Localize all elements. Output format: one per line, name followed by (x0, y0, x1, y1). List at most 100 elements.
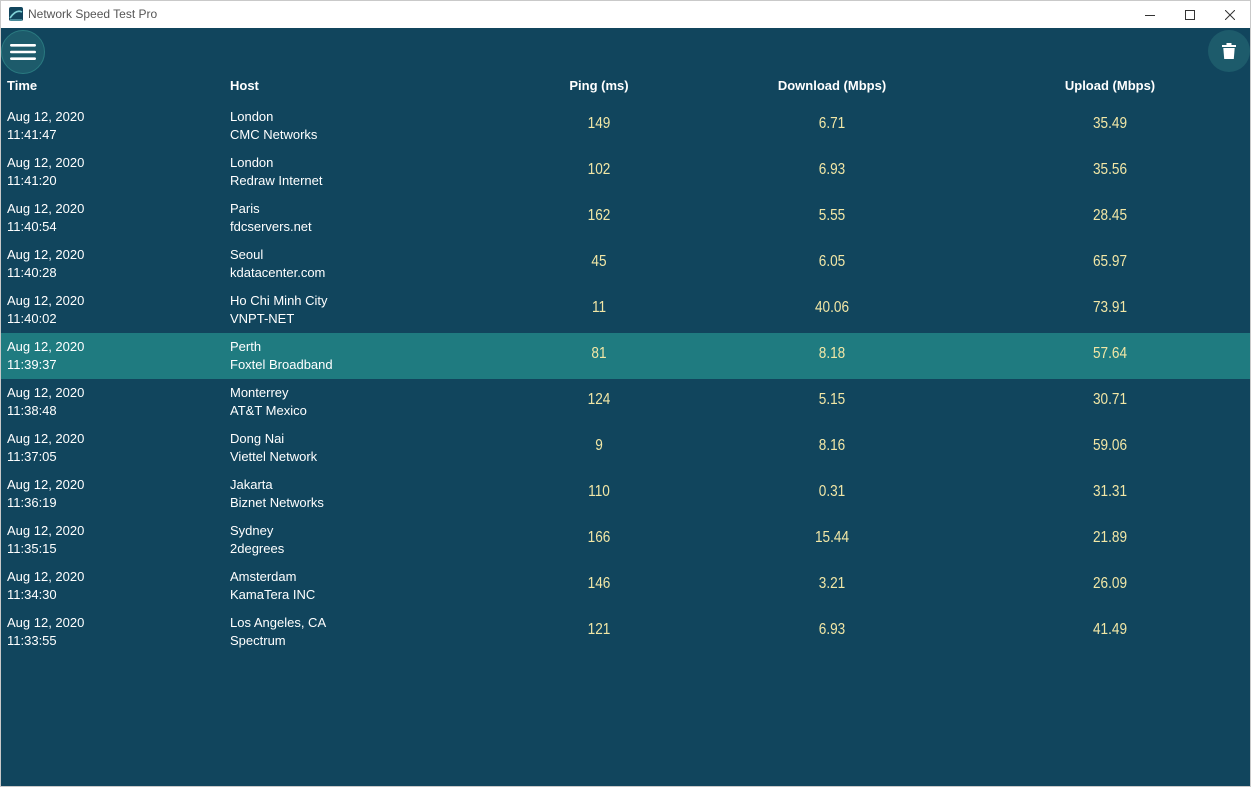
download-value: 8.16 (818, 437, 846, 454)
host-cell: Los Angeles, CA Spectrum (230, 614, 326, 650)
upload-value: 35.56 (1092, 161, 1128, 178)
menu-button[interactable] (1, 30, 45, 74)
time-cell: Aug 12, 2020 11:34:30 (7, 568, 84, 604)
host-cell: Paris fdcservers.net (230, 200, 312, 236)
host-provider: VNPT-NET (230, 311, 295, 326)
time-cell: Aug 12, 2020 11:41:47 (7, 108, 84, 144)
time-cell: Aug 12, 2020 11:35:15 (7, 522, 84, 558)
date-text: Aug 12, 2020 (7, 155, 85, 170)
time-text: 11:37:05 (7, 449, 57, 464)
host-provider: CMC Networks (230, 127, 318, 142)
host-provider: AT&T Mexico (230, 403, 307, 418)
table-row[interactable]: Aug 12, 2020 11:35:15 Sydney 2degrees 166 … (1, 517, 1250, 563)
time-text: 11:41:20 (7, 173, 57, 188)
date-text: Aug 12, 2020 (7, 385, 85, 400)
time-text: 11:39:37 (7, 357, 57, 372)
host-provider: kdatacenter.com (230, 265, 326, 280)
host-city: London (230, 155, 274, 170)
trash-icon (1222, 43, 1236, 59)
time-cell: Aug 12, 2020 11:40:54 (7, 200, 84, 236)
ping-value: 45 (591, 253, 607, 270)
host-cell: London Redraw Internet (230, 154, 323, 190)
upload-value: 41.49 (1092, 621, 1128, 638)
title-bar[interactable]: Network Speed Test Pro (1, 1, 1250, 28)
host-cell: Amsterdam KamaTera INC (230, 568, 315, 604)
time-cell: Aug 12, 2020 11:36:19 (7, 476, 84, 512)
table-row[interactable]: Aug 12, 2020 11:38:48 Monterrey AT&T Mexic… (1, 379, 1250, 425)
main-content: Time Host Ping (ms) Download (Mbps) Uplo… (1, 28, 1250, 786)
upload-value: 35.49 (1092, 115, 1128, 132)
close-icon (1225, 9, 1235, 20)
host-provider: Biznet Networks (230, 495, 324, 510)
time-cell: Aug 12, 2020 11:33:55 (7, 614, 84, 650)
download-value: 40.06 (814, 299, 850, 316)
date-text: Aug 12, 2020 (7, 109, 85, 124)
column-header-ping[interactable]: Ping (ms) (569, 78, 629, 93)
host-provider: Spectrum (230, 633, 286, 648)
column-header-time[interactable]: Time (7, 78, 38, 93)
minimize-button[interactable] (1130, 1, 1170, 28)
column-header-upload[interactable]: Upload (Mbps) (1064, 78, 1156, 93)
time-cell: Aug 12, 2020 11:37:05 (7, 430, 84, 466)
time-text: 11:40:28 (7, 265, 57, 280)
ping-value: 110 (588, 483, 610, 500)
column-header-host[interactable]: Host (230, 78, 259, 93)
host-provider: Foxtel Broadband (230, 357, 333, 372)
table-row-selected[interactable]: Aug 12, 2020 11:39:37 Perth Foxtel Broadba… (1, 333, 1250, 379)
download-value: 15.44 (814, 529, 850, 546)
table-row[interactable]: Aug 12, 2020 11:41:47 London CMC Networks … (1, 103, 1250, 149)
download-value: 6.93 (818, 161, 846, 178)
date-text: Aug 12, 2020 (7, 201, 85, 216)
host-cell: Perth Foxtel Broadband (230, 338, 333, 374)
window-title: Network Speed Test Pro (28, 7, 158, 21)
maximize-button[interactable] (1170, 1, 1210, 28)
time-text: 11:38:48 (7, 403, 57, 418)
time-cell: Aug 12, 2020 11:40:02 (7, 292, 84, 328)
upload-value: 21.89 (1092, 529, 1128, 546)
delete-history-button[interactable] (1208, 30, 1250, 72)
table-row[interactable]: Aug 12, 2020 11:36:19 Jakarta Biznet Netwo… (1, 471, 1250, 517)
ping-value: 11 (591, 299, 607, 316)
download-value: 6.71 (818, 115, 846, 132)
table-row[interactable]: Aug 12, 2020 11:40:02 Ho Chi Minh City VNP… (1, 287, 1250, 333)
upload-value: 65.97 (1092, 253, 1128, 270)
date-text: Aug 12, 2020 (7, 431, 85, 446)
close-button[interactable] (1210, 1, 1250, 28)
host-cell: London CMC Networks (230, 108, 317, 144)
table-row[interactable]: Aug 12, 2020 11:41:20 London Redraw Intern… (1, 149, 1250, 195)
time-cell: Aug 12, 2020 11:41:20 (7, 154, 84, 190)
table-row[interactable]: Aug 12, 2020 11:33:55 Los Angeles, CA Spec… (1, 609, 1250, 655)
time-cell: Aug 12, 2020 11:39:37 (7, 338, 84, 374)
host-city: Sydney (230, 523, 274, 538)
ping-value: 121 (587, 621, 611, 638)
host-provider: fdcservers.net (230, 219, 312, 234)
download-value: 6.93 (818, 621, 846, 638)
download-value: 5.55 (818, 207, 846, 224)
time-text: 11:40:54 (7, 219, 57, 234)
table-row[interactable]: Aug 12, 2020 11:40:28 Seoul kdatacenter.co… (1, 241, 1250, 287)
download-value: 0.31 (818, 483, 846, 500)
download-value: 8.18 (818, 345, 846, 362)
table-row[interactable]: Aug 12, 2020 11:40:54 Paris fdcservers.net… (1, 195, 1250, 241)
table-row[interactable]: Aug 12, 2020 11:34:30 Amsterdam KamaTera I… (1, 563, 1250, 609)
ping-value: 162 (587, 207, 611, 224)
upload-value: 26.09 (1092, 575, 1128, 592)
host-city: London (230, 109, 274, 124)
time-text: 11:40:02 (7, 311, 57, 326)
host-cell: Seoul kdatacenter.com (230, 246, 325, 282)
host-provider: KamaTera INC (230, 587, 316, 602)
table-row[interactable]: Aug 12, 2020 11:37:05 Dong Nai Viettel Net… (1, 425, 1250, 471)
column-header-download[interactable]: Download (Mbps) (777, 78, 887, 93)
host-cell: Sydney 2degrees (230, 522, 284, 558)
ping-value: 149 (587, 115, 611, 132)
host-cell: Jakarta Biznet Networks (230, 476, 324, 512)
host-provider: 2degrees (230, 541, 285, 556)
time-text: 11:36:19 (7, 495, 57, 510)
time-text: 11:33:55 (7, 633, 57, 648)
hamburger-menu-icon (10, 44, 36, 60)
date-text: Aug 12, 2020 (7, 293, 85, 308)
ping-value: 124 (587, 391, 611, 408)
date-text: Aug 12, 2020 (7, 615, 85, 630)
host-cell: Dong Nai Viettel Network (230, 430, 317, 466)
